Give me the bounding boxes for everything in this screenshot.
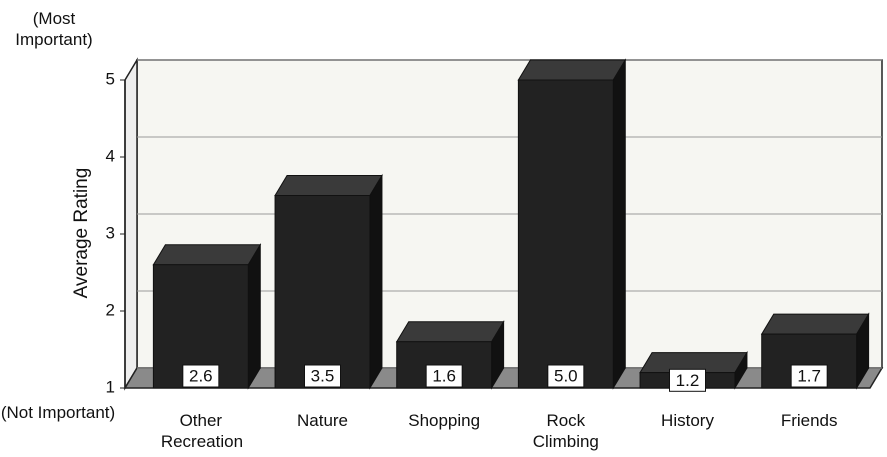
bar-front bbox=[274, 195, 371, 389]
top-annotation: (Most Important) bbox=[15, 9, 93, 49]
x-tick-label: History bbox=[661, 411, 714, 430]
bar-top bbox=[152, 244, 262, 266]
value-label-box bbox=[304, 364, 341, 388]
bar-front bbox=[152, 264, 249, 389]
value-label: 5.0 bbox=[554, 366, 578, 385]
y-tick-label: 3 bbox=[106, 223, 115, 242]
x-tick-label: Other Recreation bbox=[160, 411, 244, 451]
value-label-box bbox=[425, 364, 463, 388]
side-wall bbox=[124, 57, 138, 391]
value-label-box bbox=[669, 368, 706, 392]
value-label-box bbox=[182, 364, 220, 388]
bar bbox=[760, 312, 870, 390]
x-tick-label: Shopping bbox=[408, 411, 481, 430]
x-tick-label: Friends bbox=[780, 411, 838, 430]
value-label-box bbox=[547, 364, 585, 388]
value-label: 2.6 bbox=[189, 366, 213, 385]
bar-side bbox=[247, 242, 261, 390]
value-label: 3.5 bbox=[311, 366, 335, 385]
bottom-annotation: (Not Important) bbox=[0, 403, 116, 422]
bar bbox=[274, 173, 383, 390]
bar-top bbox=[517, 59, 627, 81]
bar-front bbox=[761, 333, 858, 389]
value-label-box bbox=[790, 364, 828, 388]
y-axis-label: Average Rating bbox=[71, 168, 92, 299]
bar-top bbox=[760, 313, 870, 335]
y-tick-label: 5 bbox=[106, 69, 115, 88]
bar bbox=[517, 58, 627, 390]
y-tick-label: 4 bbox=[106, 146, 115, 165]
bar-top bbox=[274, 175, 383, 196]
bar-top bbox=[395, 321, 505, 343]
bar-side bbox=[369, 173, 383, 390]
y-tick-label: 2 bbox=[106, 300, 115, 319]
y-tick-label: 1 bbox=[106, 377, 115, 396]
value-label: 1.2 bbox=[676, 371, 700, 390]
bar-front bbox=[517, 79, 614, 389]
value-label: 1.6 bbox=[432, 366, 456, 385]
x-tick-label: Nature bbox=[296, 411, 349, 430]
value-label: 1.7 bbox=[797, 366, 821, 385]
x-tick-label: Rock Climbing bbox=[532, 411, 599, 451]
bar bbox=[152, 242, 262, 390]
bar-side bbox=[612, 58, 626, 390]
